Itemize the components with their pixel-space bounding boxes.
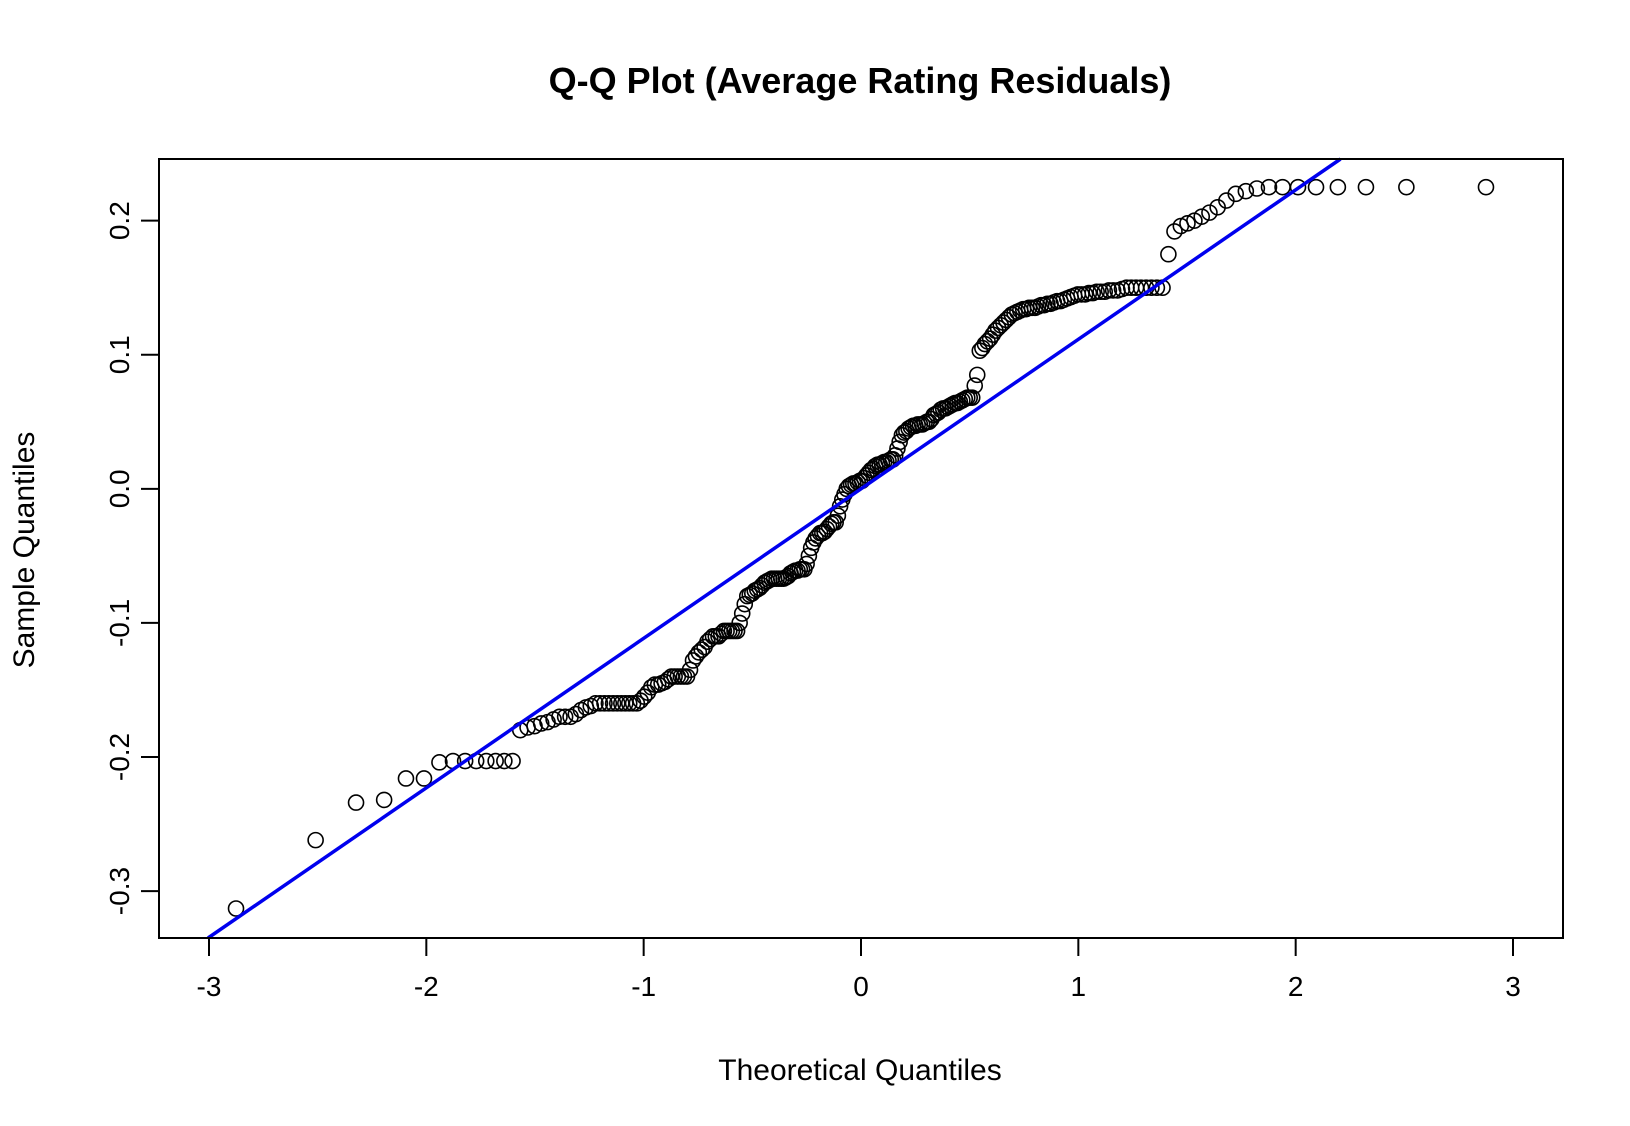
- sample-point: [596, 695, 613, 712]
- sample-point: [731, 614, 748, 632]
- sample-point: [1088, 283, 1105, 301]
- sample-point: [1289, 178, 1307, 196]
- sample-point: [1248, 180, 1266, 197]
- x-tick-label: 1: [1071, 971, 1087, 1002]
- x-tick-label: -2: [414, 971, 439, 1002]
- chart-title: Q-Q Plot (Average Rating Residuals): [549, 60, 1172, 101]
- sample-point: [532, 715, 550, 732]
- sample-point: [608, 695, 626, 712]
- sample-point: [347, 794, 365, 811]
- reference-line: [207, 157, 1342, 940]
- x-axis-label: Theoretical Quantiles: [718, 1054, 1001, 1087]
- sample-point: [1193, 208, 1211, 225]
- sample-point: [829, 507, 847, 524]
- x-tick-label: -1: [631, 971, 656, 1002]
- sample-point: [966, 377, 984, 394]
- sample-point: [1100, 282, 1118, 299]
- sample-point: [1237, 182, 1255, 200]
- sample-point: [1179, 215, 1196, 232]
- x-tick-label: -3: [197, 971, 222, 1002]
- sample-points: [227, 178, 1495, 917]
- axis-ticks: -3 -2 -1 0 1 2 3 -0.3 -0.2 -0.1 0.0 0.1 0.2: [104, 201, 1521, 1002]
- sample-point: [733, 605, 751, 622]
- sample-point: [591, 695, 609, 712]
- y-tick-label: -0.2: [104, 733, 135, 781]
- sample-point: [477, 752, 495, 770]
- sample-point: [496, 752, 513, 770]
- x-tick-label: 0: [853, 971, 869, 1002]
- sample-point: [681, 661, 699, 679]
- sample-point: [981, 330, 999, 347]
- sample-point: [620, 695, 638, 712]
- sample-point: [963, 389, 981, 406]
- y-tick-label: 0.2: [104, 201, 135, 240]
- sample-point: [728, 622, 746, 640]
- sample-point: [1260, 178, 1278, 196]
- sample-point: [604, 695, 622, 712]
- sample-point: [1160, 245, 1177, 263]
- sample-point: [504, 752, 521, 770]
- sample-point: [487, 752, 504, 770]
- sample-point: [415, 770, 433, 787]
- sample-point: [1166, 223, 1183, 240]
- y-tick-label: -0.1: [104, 599, 135, 647]
- y-tick-label: 0.0: [104, 469, 135, 508]
- y-tick-label: 0.1: [104, 335, 135, 374]
- sample-point: [690, 644, 708, 661]
- sample-point: [1307, 178, 1325, 196]
- reference-line-group: [207, 157, 1342, 940]
- sample-point: [1477, 178, 1495, 196]
- y-tick-label: -0.3: [104, 867, 135, 915]
- sample-point: [699, 633, 716, 650]
- sample-point: [307, 831, 324, 849]
- sample-point: [551, 708, 568, 726]
- sample-point: [456, 752, 474, 770]
- sample-point: [227, 900, 245, 917]
- sample-point: [968, 366, 986, 384]
- sample-point: [431, 754, 448, 771]
- sample-point: [798, 555, 815, 573]
- y-axis-label: Sample Quantiles: [8, 432, 41, 669]
- sample-point: [1329, 178, 1347, 196]
- sample-point: [1274, 178, 1291, 196]
- x-tick-label: 3: [1505, 971, 1521, 1002]
- sample-point: [1148, 279, 1166, 297]
- x-tick-label: 2: [1288, 971, 1304, 1002]
- sample-point: [397, 770, 415, 787]
- sample-point: [1398, 178, 1415, 196]
- sample-point: [1104, 282, 1122, 299]
- sample-point: [827, 514, 844, 531]
- sample-point: [913, 416, 931, 433]
- sample-point: [1357, 178, 1375, 196]
- sample-point: [556, 708, 574, 726]
- sample-point: [1201, 204, 1218, 221]
- plot-frame: [158, 158, 1564, 939]
- sample-point: [587, 695, 604, 712]
- sample-point: [1080, 284, 1098, 302]
- sample-point: [600, 695, 618, 712]
- sample-point: [1143, 279, 1160, 297]
- sample-point: [1092, 283, 1109, 301]
- sample-point: [1227, 185, 1245, 203]
- sample-point: [375, 791, 393, 809]
